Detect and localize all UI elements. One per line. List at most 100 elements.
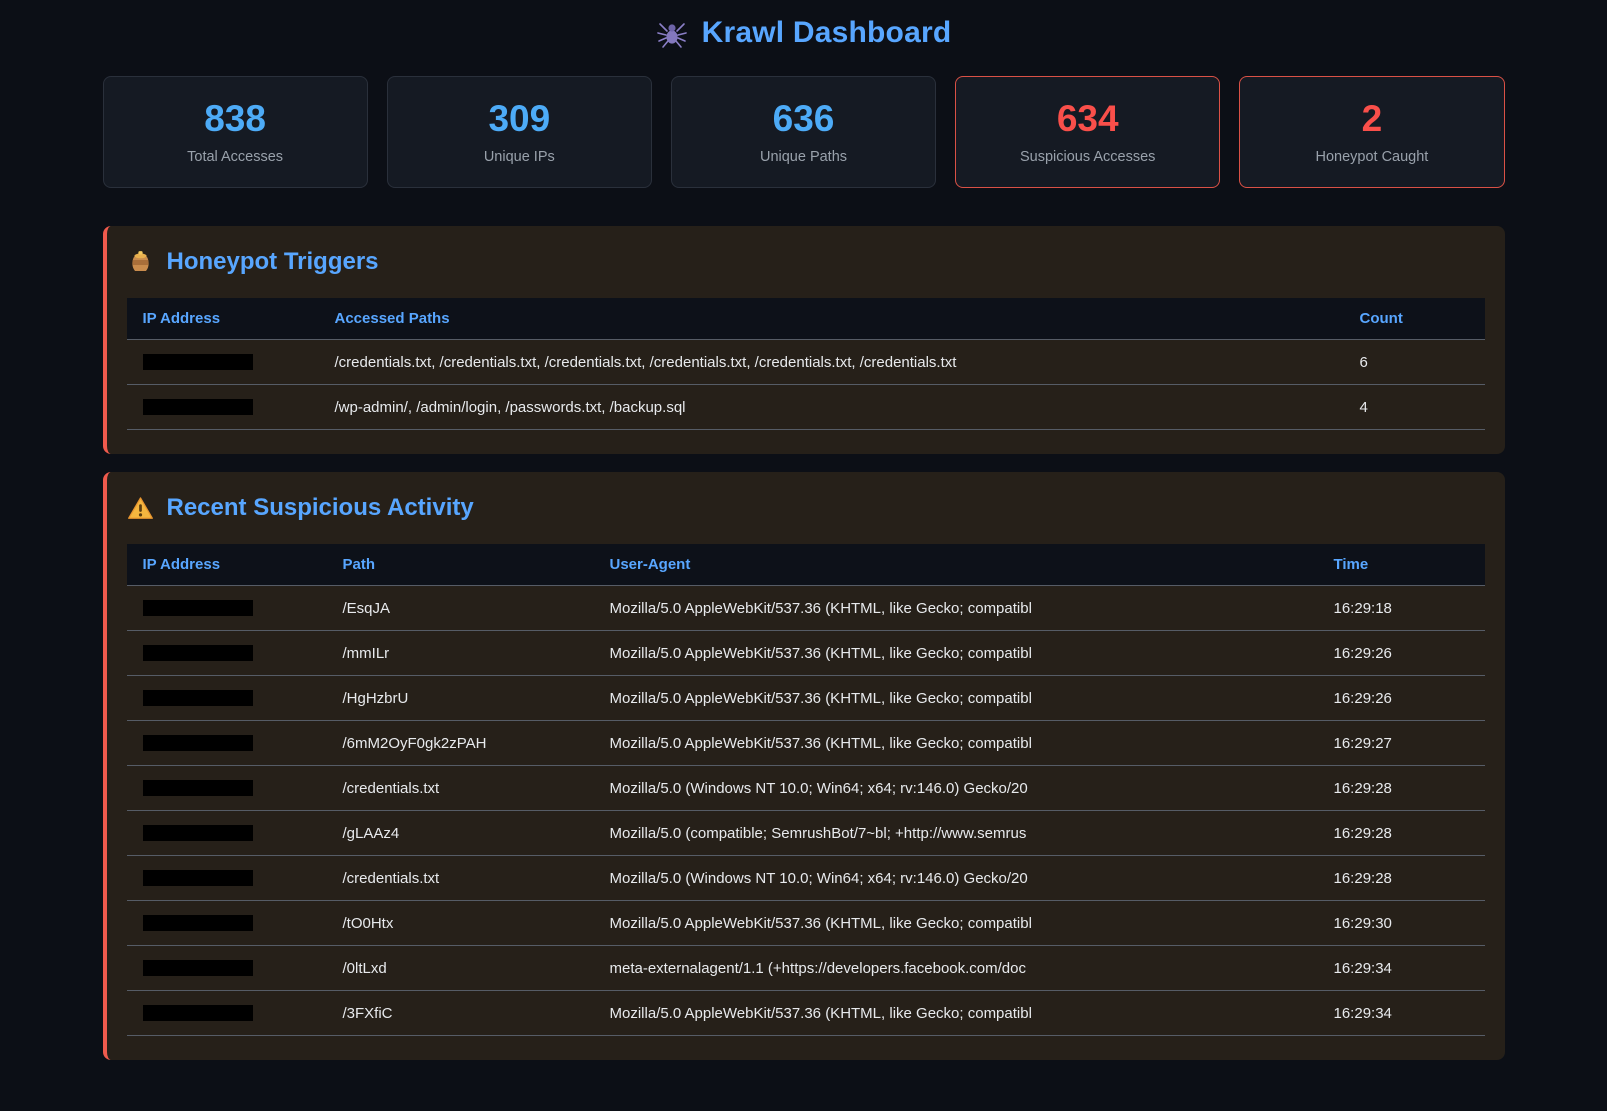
stats-row: 838 Total Accesses 309 Unique IPs 636 Un… [102, 76, 1505, 188]
activity-section-title: Recent Suspicious Activity [127, 494, 1485, 522]
useragent-cell: Mozilla/5.0 (Windows NT 10.0; Win64; x64… [593, 855, 1318, 901]
time-cell: 16:29:18 [1317, 585, 1485, 631]
activity-table-row: /3FXfiC Mozilla/5.0 AppleWebKit/537.36 (… [126, 990, 1485, 1036]
ip-redaction-bar [142, 915, 253, 931]
ip-cell [126, 990, 327, 1036]
activity-table: IP Address Path User-Agent Time /EsqJA M… [126, 544, 1485, 1036]
activity-col-ip: IP Address [126, 544, 327, 586]
warning-icon [127, 495, 154, 522]
path-cell: /credentials.txt [326, 855, 594, 901]
ip-cell [126, 384, 319, 430]
path-cell: /6mM2OyF0gk2zPAH [326, 720, 594, 766]
ip-redaction-bar [142, 825, 253, 841]
ip-redaction-bar [142, 399, 253, 415]
spider-icon [656, 17, 688, 49]
stat-label: Unique Paths [759, 148, 848, 165]
stat-label: Honeypot Caught [1315, 148, 1429, 165]
honeypot-section-title: Honeypot Triggers [127, 248, 1485, 276]
activity-section-label: Recent Suspicious Activity [166, 494, 474, 521]
activity-table-row: /HgHzbrU Mozilla/5.0 AppleWebKit/537.36 … [126, 675, 1485, 721]
honeypot-header-row: IP Address Accessed Paths Count [126, 298, 1485, 340]
ip-cell [126, 675, 327, 721]
activity-table-row: /0ltLxd meta-externalagent/1.1 (+https:/… [126, 945, 1485, 991]
ip-cell [126, 630, 327, 676]
ip-redaction-bar [142, 1005, 253, 1021]
activity-header-row: IP Address Path User-Agent Time [126, 544, 1485, 586]
suspicious-activity-section: Recent Suspicious Activity IP Address Pa… [102, 472, 1505, 1060]
path-cell: /EsqJA [326, 585, 594, 631]
activity-table-row: /tO0Htx Mozilla/5.0 AppleWebKit/537.36 (… [126, 900, 1485, 946]
ip-cell [126, 855, 327, 901]
stat-value: 2 [1361, 97, 1383, 139]
stat-value: 636 [772, 97, 835, 139]
useragent-cell: Mozilla/5.0 AppleWebKit/537.36 (KHTML, l… [593, 990, 1318, 1036]
dashboard-container: Krawl Dashboard 838 Total Accesses 309 U… [102, 0, 1505, 1060]
ip-cell [126, 585, 327, 631]
honeypot-table: IP Address Accessed Paths Count /credent… [126, 298, 1485, 430]
ip-redaction-bar [142, 354, 253, 370]
useragent-cell: Mozilla/5.0 (compatible; SemrushBot/7~bl… [593, 810, 1318, 856]
path-cell: /HgHzbrU [326, 675, 594, 721]
ip-cell [126, 765, 327, 811]
path-cell: /gLAAz4 [326, 810, 594, 856]
activity-table-row: /credentials.txt Mozilla/5.0 (Windows NT… [126, 765, 1485, 811]
stat-label: Total Accesses [187, 148, 284, 165]
path-cell: /tO0Htx [326, 900, 594, 946]
stat-label: Unique IPs [483, 148, 555, 165]
useragent-cell: Mozilla/5.0 (Windows NT 10.0; Win64; x64… [593, 765, 1318, 811]
stat-card: 838 Total Accesses [102, 76, 368, 188]
ip-cell [126, 339, 319, 385]
activity-table-row: /mmILr Mozilla/5.0 AppleWebKit/537.36 (K… [126, 630, 1485, 676]
ip-redaction-bar [142, 870, 253, 886]
time-cell: 16:29:30 [1317, 900, 1485, 946]
honeypot-icon [127, 249, 154, 276]
stat-label: Suspicious Accesses [1020, 148, 1156, 165]
page-header: Krawl Dashboard [103, 0, 1505, 50]
stat-value: 309 [488, 97, 551, 139]
page-title: Krawl Dashboard [701, 16, 952, 49]
useragent-cell: Mozilla/5.0 AppleWebKit/537.36 (KHTML, l… [593, 585, 1318, 631]
useragent-cell: Mozilla/5.0 AppleWebKit/537.36 (KHTML, l… [593, 720, 1318, 766]
stat-value: 634 [1056, 97, 1119, 139]
path-cell: /0ltLxd [326, 945, 594, 991]
useragent-cell: Mozilla/5.0 AppleWebKit/537.36 (KHTML, l… [593, 675, 1318, 721]
honeypot-section-label: Honeypot Triggers [166, 248, 379, 275]
ip-redaction-bar [142, 735, 253, 751]
ip-cell [126, 945, 327, 991]
useragent-cell: meta-externalagent/1.1 (+https://develop… [593, 945, 1318, 991]
paths-cell: /credentials.txt, /credentials.txt, /cre… [318, 339, 1344, 385]
path-cell: /mmILr [326, 630, 594, 676]
time-cell: 16:29:27 [1317, 720, 1485, 766]
time-cell: 16:29:26 [1317, 630, 1485, 676]
honeypot-triggers-section: Honeypot Triggers IP Address Accessed Pa… [102, 226, 1505, 454]
stat-card: 2 Honeypot Caught [1239, 76, 1505, 188]
time-cell: 16:29:34 [1317, 945, 1485, 991]
activity-table-row: /credentials.txt Mozilla/5.0 (Windows NT… [126, 855, 1485, 901]
ip-redaction-bar [142, 645, 253, 661]
path-cell: /3FXfiC [326, 990, 594, 1036]
useragent-cell: Mozilla/5.0 AppleWebKit/537.36 (KHTML, l… [593, 630, 1318, 676]
honeypot-col-paths: Accessed Paths [318, 298, 1344, 340]
time-cell: 16:29:26 [1317, 675, 1485, 721]
activity-col-path: Path [326, 544, 594, 586]
count-cell: 4 [1343, 384, 1485, 430]
honeypot-col-ip: IP Address [126, 298, 319, 340]
ip-cell [126, 720, 327, 766]
honeypot-table-row: /credentials.txt, /credentials.txt, /cre… [126, 339, 1485, 385]
path-cell: /credentials.txt [326, 765, 594, 811]
time-cell: 16:29:28 [1317, 810, 1485, 856]
ip-redaction-bar [142, 690, 253, 706]
ip-redaction-bar [142, 600, 253, 616]
time-cell: 16:29:28 [1317, 765, 1485, 811]
time-cell: 16:29:28 [1317, 855, 1485, 901]
activity-col-useragent: User-Agent [593, 544, 1318, 586]
stat-card: 309 Unique IPs [386, 76, 652, 188]
stat-card: 634 Suspicious Accesses [955, 76, 1221, 188]
stat-card: 636 Unique Paths [670, 76, 937, 188]
activity-table-row: /EsqJA Mozilla/5.0 AppleWebKit/537.36 (K… [126, 585, 1485, 631]
activity-col-time: Time [1317, 544, 1485, 586]
ip-cell [126, 900, 327, 946]
ip-redaction-bar [142, 780, 253, 796]
ip-redaction-bar [142, 960, 253, 976]
useragent-cell: Mozilla/5.0 AppleWebKit/537.36 (KHTML, l… [593, 900, 1318, 946]
